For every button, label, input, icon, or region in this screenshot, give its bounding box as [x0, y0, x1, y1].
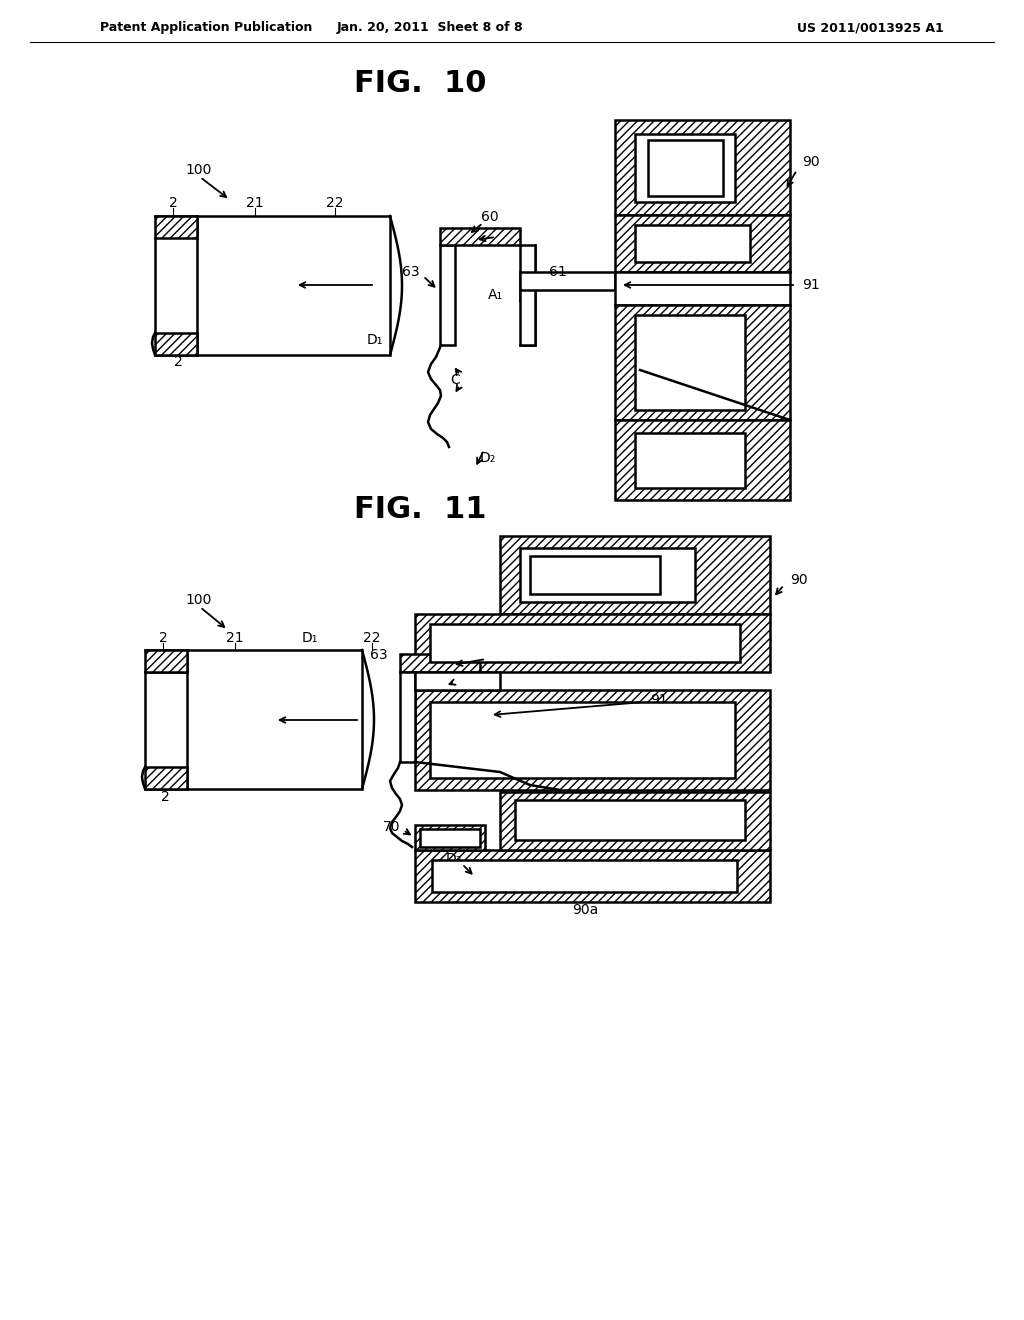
Text: FIG.  10: FIG. 10 — [353, 69, 486, 98]
Text: 63: 63 — [402, 265, 420, 279]
Text: D₁: D₁ — [302, 631, 318, 645]
Bar — [648, 140, 723, 195]
Bar — [197, 216, 390, 355]
Text: Jan. 20, 2011  Sheet 8 of 8: Jan. 20, 2011 Sheet 8 of 8 — [337, 21, 523, 34]
Bar — [420, 829, 480, 847]
Bar — [615, 420, 790, 500]
Bar — [415, 825, 485, 850]
Text: C: C — [451, 374, 460, 387]
Bar — [500, 792, 770, 850]
Text: 62: 62 — [492, 648, 510, 663]
Bar — [520, 246, 535, 345]
Bar — [500, 536, 770, 614]
Text: 70: 70 — [383, 820, 400, 834]
Bar — [145, 767, 187, 789]
Text: 100: 100 — [185, 593, 211, 607]
Bar — [440, 228, 520, 246]
Text: 90: 90 — [790, 573, 808, 587]
Text: FIG.  11: FIG. 11 — [353, 495, 486, 524]
Text: 2: 2 — [159, 631, 167, 645]
Bar — [432, 861, 737, 892]
Text: 22: 22 — [327, 195, 344, 210]
Text: 91: 91 — [802, 279, 820, 292]
Text: D₂: D₂ — [480, 451, 496, 465]
Text: 90a: 90a — [571, 903, 598, 917]
Bar — [415, 850, 770, 902]
Text: 21: 21 — [246, 195, 264, 210]
Text: D₁: D₁ — [367, 333, 383, 347]
Bar — [615, 272, 790, 305]
Bar — [430, 702, 735, 777]
Bar — [415, 614, 770, 672]
Bar — [635, 135, 735, 202]
Bar — [615, 305, 790, 420]
Text: 90: 90 — [802, 154, 819, 169]
Text: 61: 61 — [549, 265, 567, 279]
Bar — [530, 556, 660, 594]
Text: 2: 2 — [161, 789, 169, 804]
Text: D₃: D₃ — [445, 851, 462, 866]
Text: 2: 2 — [169, 195, 177, 210]
Text: 62: 62 — [500, 228, 517, 242]
Bar — [635, 224, 750, 261]
Text: A₁: A₁ — [487, 288, 503, 302]
Bar — [635, 315, 745, 411]
Text: 21: 21 — [226, 631, 244, 645]
Bar — [187, 649, 362, 789]
Bar — [520, 548, 695, 602]
Text: D₂: D₂ — [443, 833, 460, 847]
Bar — [415, 672, 500, 690]
Bar — [430, 624, 740, 663]
Text: Patent Application Publication: Patent Application Publication — [100, 21, 312, 34]
Bar — [415, 690, 770, 789]
Bar — [440, 246, 455, 345]
Text: US 2011/0013925 A1: US 2011/0013925 A1 — [797, 21, 943, 34]
Bar — [615, 120, 790, 215]
Text: 91: 91 — [650, 693, 668, 708]
Bar — [155, 216, 197, 238]
Bar — [515, 800, 745, 840]
Bar — [155, 333, 197, 355]
Bar — [615, 215, 790, 272]
Text: 63: 63 — [371, 648, 388, 663]
Text: 22: 22 — [364, 631, 381, 645]
Bar — [400, 653, 480, 672]
Text: 61: 61 — [452, 671, 469, 684]
Bar — [400, 672, 415, 762]
Text: 60: 60 — [481, 210, 499, 224]
Bar — [520, 272, 615, 290]
Text: A₂: A₂ — [455, 713, 469, 727]
Bar — [635, 433, 745, 488]
Bar — [145, 649, 187, 672]
Text: 2: 2 — [174, 355, 182, 370]
Text: 100: 100 — [185, 162, 211, 177]
